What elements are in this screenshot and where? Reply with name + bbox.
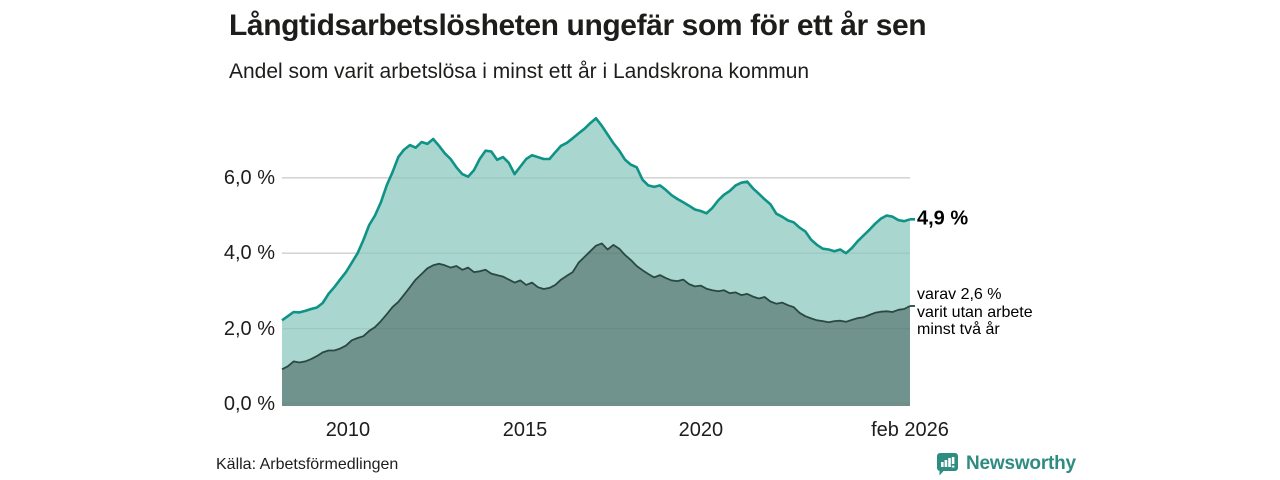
y-tick-label: 4,0 % xyxy=(223,242,275,265)
x-axis-line xyxy=(282,402,910,406)
subset-annotation-line: varit utan arbete xyxy=(917,303,1033,321)
subset-annotation-line: minst två år xyxy=(917,321,1000,338)
x-tick-label: feb 2026 xyxy=(871,419,949,441)
total-value-annotation: 4,9 % xyxy=(917,207,969,230)
y-tick-label: 0,0 % xyxy=(223,393,275,415)
newsworthy-wordmark: Newsworthy xyxy=(966,453,1076,474)
page-title: Långtidsarbetslösheten ungefär som för e… xyxy=(229,9,927,42)
series-line xyxy=(281,242,911,371)
y-tick-label: 6,0 % xyxy=(223,166,275,189)
subset-value-annotation: varav 2,6 % varit utan arbete minst två … xyxy=(917,286,1033,339)
subset-annotation-line: varav 2,6 % xyxy=(917,286,1002,303)
series-line xyxy=(281,117,911,322)
source-note: Källa: Arbetsförmedlingen xyxy=(216,456,399,473)
x-tick-label: 2020 xyxy=(678,419,724,441)
x-tick-label: 2015 xyxy=(502,419,548,441)
area-fill xyxy=(282,243,910,404)
page-subtitle: Andel som varit arbetslösa i minst ett å… xyxy=(229,60,810,83)
bar-chart-bubble-icon xyxy=(936,452,959,476)
x-tick-label: 2010 xyxy=(325,419,371,441)
y-tick-label: 2,0 % xyxy=(223,317,275,340)
newsworthy-logo[interactable]: Newsworthy xyxy=(936,452,1076,476)
